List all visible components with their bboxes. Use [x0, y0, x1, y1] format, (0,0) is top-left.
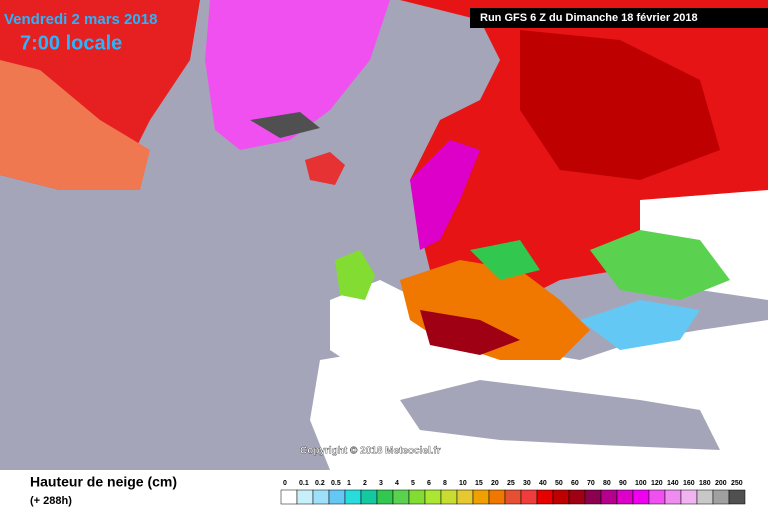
- legend-swatch: [712, 489, 730, 505]
- legend-swatch: [536, 489, 554, 505]
- legend-label: 40: [539, 480, 547, 487]
- legend-label: 0.2: [315, 480, 325, 487]
- legend-swatch: [408, 489, 426, 505]
- legend-swatch: [568, 489, 586, 505]
- legend-label: 30: [523, 480, 531, 487]
- legend-swatch: [376, 489, 394, 505]
- legend-title: Hauteur de neige (cm): [30, 474, 177, 490]
- legend-swatch: [360, 489, 378, 505]
- legend-swatch: [680, 489, 698, 505]
- legend-label: 250: [731, 480, 743, 487]
- legend-swatch: [392, 489, 410, 505]
- legend-label: 120: [651, 480, 663, 487]
- run-label: Run GFS 6 Z du Dimanche 18 février 2018: [480, 12, 698, 24]
- legend-swatch: [472, 489, 490, 505]
- alps-snow: [420, 310, 520, 355]
- legend-swatch: [520, 489, 538, 505]
- legend-label: 1: [347, 480, 351, 487]
- legend-swatch: [552, 489, 570, 505]
- britain-snow: [335, 250, 375, 300]
- legend-swatch: [696, 489, 714, 505]
- legend-label: 0: [283, 480, 287, 487]
- legend-label: 50: [555, 480, 563, 487]
- legend-subtitle: (+ 288h): [30, 495, 72, 507]
- legend-label: 3: [379, 480, 383, 487]
- scandinavia-snow: [410, 140, 480, 250]
- legend-label: 25: [507, 480, 515, 487]
- caucasus-snow: [590, 230, 730, 300]
- legend-label: 20: [491, 480, 499, 487]
- iceland-snow: [305, 152, 345, 185]
- north-america-snow: [0, 60, 150, 190]
- legend-label: 6: [427, 480, 431, 487]
- poland-snow: [470, 240, 540, 280]
- legend-swatch: [488, 489, 506, 505]
- legend-swatch: [328, 489, 346, 505]
- legend-swatch: [504, 489, 522, 505]
- legend-label: 0.5: [331, 480, 341, 487]
- copyright: Copyright © 2018 Meteociel.fr: [300, 446, 441, 457]
- legend-label: 2: [363, 480, 367, 487]
- legend-swatch: [456, 489, 474, 505]
- legend-label: 70: [587, 480, 595, 487]
- legend-swatch: [600, 489, 618, 505]
- legend-swatch: [584, 489, 602, 505]
- legend-label: 160: [683, 480, 695, 487]
- legend-swatch: [664, 489, 682, 505]
- legend-swatch: [312, 489, 330, 505]
- legend-label: 10: [459, 480, 467, 487]
- legend-label: 140: [667, 480, 679, 487]
- time-label: 7:00 locale: [20, 32, 122, 54]
- legend-label: 8: [443, 480, 447, 487]
- legend-swatch: [424, 489, 442, 505]
- turkey-snow: [580, 300, 700, 350]
- legend-swatch: [280, 489, 298, 505]
- legend-label: 5: [411, 480, 415, 487]
- greenland-snow: [250, 112, 320, 138]
- greenland-snow: [205, 0, 390, 150]
- mediterranean: [400, 380, 720, 450]
- iberia-france: [330, 280, 430, 370]
- legend-label: 200: [715, 480, 727, 487]
- legend-swatch: [616, 489, 634, 505]
- legend-swatch: [344, 489, 362, 505]
- legend-swatch: [648, 489, 666, 505]
- legend-label: 4: [395, 480, 399, 487]
- legend-label: 60: [571, 480, 579, 487]
- legend-swatch: [632, 489, 650, 505]
- run-box: [470, 8, 768, 28]
- legend-swatch: [728, 489, 746, 505]
- legend-swatch: [440, 489, 458, 505]
- russia-snow: [520, 30, 720, 180]
- legend-label: 100: [635, 480, 647, 487]
- legend-label: 15: [475, 480, 483, 487]
- legend-label: 90: [619, 480, 627, 487]
- date-label: Vendredi 2 mars 2018: [4, 11, 157, 28]
- legend-label: 80: [603, 480, 611, 487]
- legend-label: 0.1: [299, 480, 309, 487]
- legend-swatch: [296, 489, 314, 505]
- legend-label: 180: [699, 480, 711, 487]
